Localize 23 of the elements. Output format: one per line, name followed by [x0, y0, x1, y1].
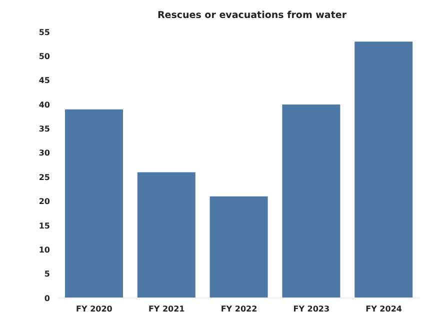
y-tick-label: 5 — [44, 270, 50, 279]
bar — [137, 172, 196, 298]
y-tick-label: 35 — [38, 124, 50, 134]
x-tick-label: FY 2020 — [76, 304, 113, 314]
y-tick-label: 15 — [38, 221, 50, 230]
chart-title: Rescues or evacuations from water — [156, 10, 348, 21]
x-tick-label: FY 2024 — [366, 304, 402, 314]
x-tick-label: FY 2021 — [148, 304, 186, 314]
y-tick-label: 25 — [38, 172, 50, 182]
y-tick-label: 30 — [38, 148, 50, 158]
y-tick-label: 10 — [38, 245, 50, 254]
y-tick-label: 20 — [38, 197, 50, 206]
y-tick-label: 50 — [38, 52, 50, 62]
y-tick-label: 45 — [38, 76, 50, 86]
bar — [354, 42, 413, 298]
y-tick-label: 40 — [38, 100, 50, 110]
x-tick-label: FY 2022 — [220, 304, 258, 314]
bar — [65, 109, 123, 298]
bar — [210, 196, 268, 298]
x-tick-label: FY 2023 — [293, 304, 330, 314]
y-tick-label: 0 — [44, 294, 50, 303]
y-tick-label: 55 — [38, 28, 50, 37]
bar — [282, 104, 340, 298]
